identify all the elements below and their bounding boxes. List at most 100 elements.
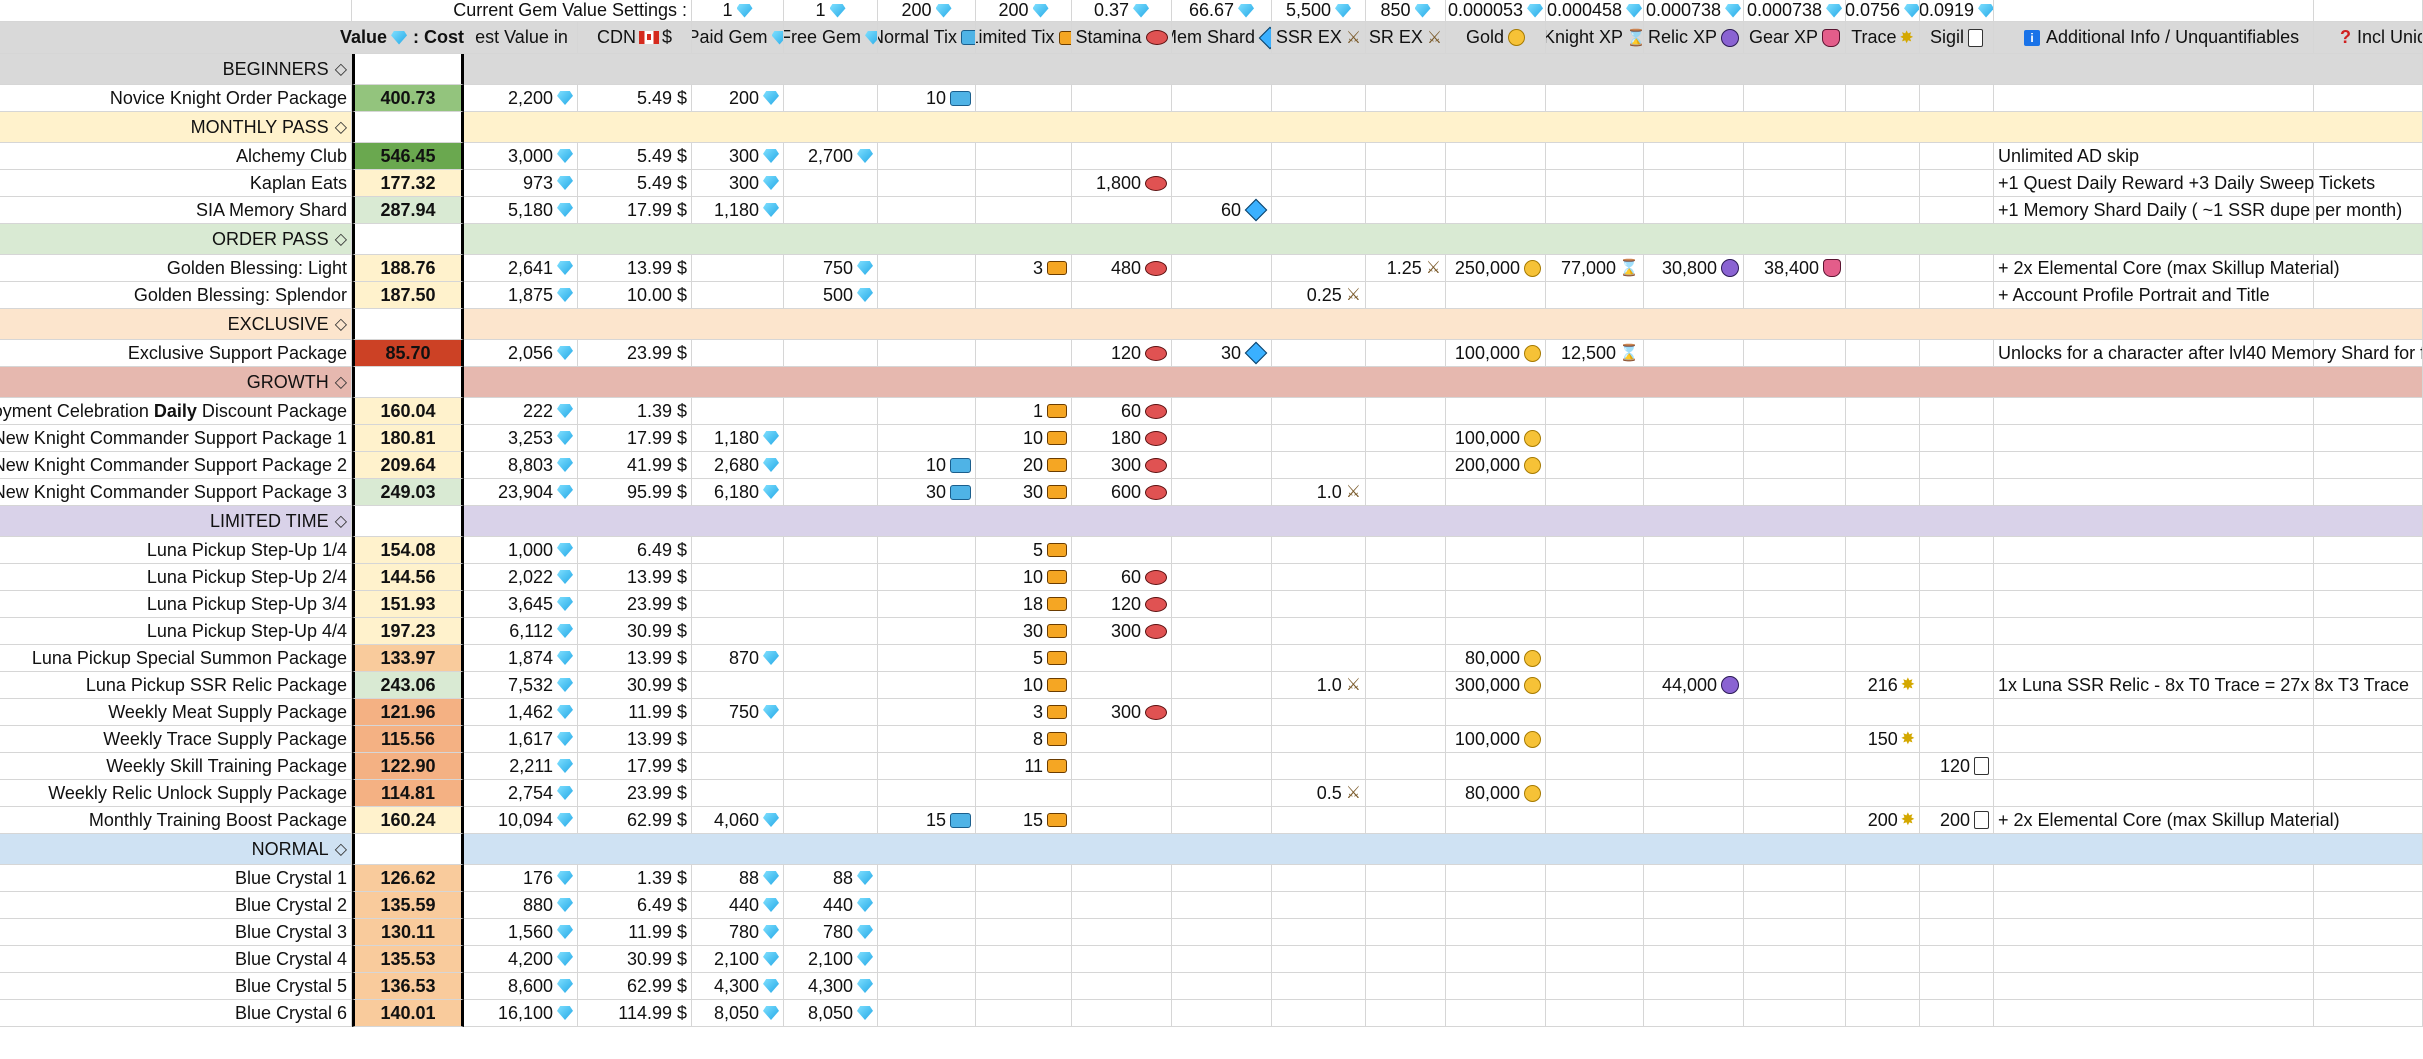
package-name-text: Weekly Meat Supply Package <box>108 701 347 722</box>
gem-value-setting[interactable]: 66.67 <box>1172 0 1272 22</box>
section-label[interactable]: NORMAL ◇ <box>0 834 352 865</box>
gem-value-setting[interactable]: 5,500 <box>1272 0 1366 22</box>
gem-value-setting[interactable]: 850 <box>1366 0 1446 22</box>
package-name[interactable]: Blue Crystal 1 <box>0 865 352 892</box>
trace-text: 216 <box>1867 674 1898 695</box>
gem-icon <box>857 1006 873 1020</box>
gem-value-setting[interactable]: 0.000458 <box>1546 0 1644 22</box>
package-name[interactable]: Luna Pickup Special Summon Package <box>0 645 352 672</box>
shard-cell <box>1172 452 1272 479</box>
paid-cell <box>692 780 784 807</box>
section-label[interactable]: ORDER PASS ◇ <box>0 224 352 255</box>
section-label[interactable]: GROWTH ◇ <box>0 367 352 398</box>
ntix-cell <box>878 753 976 780</box>
package-name[interactable]: Luna Pickup Step-Up 2/4 <box>0 564 352 591</box>
rxp-cell <box>1644 973 1744 1000</box>
stamina-cell <box>1072 973 1172 1000</box>
sigil-cell <box>1920 143 1994 170</box>
kxp-cell <box>1546 807 1644 834</box>
gem-value-setting[interactable]: 0.0756 <box>1846 0 1920 22</box>
package-name[interactable]: Novice Knight Order Package <box>0 85 352 112</box>
package-name[interactable]: Alchemy Club <box>0 143 352 170</box>
package-name[interactable]: Blue Crystal 6 <box>0 1000 352 1027</box>
free-cell: 2,100 <box>784 946 878 973</box>
gem-value-setting[interactable]: 0.0919 <box>1920 0 1994 22</box>
est-cell: 3,253 <box>464 425 578 452</box>
package-name[interactable]: Exclusive Support Package <box>0 340 352 367</box>
package-name[interactable]: Weekly Meat Supply Package <box>0 699 352 726</box>
gold-coin-icon <box>1524 429 1541 447</box>
gem-value-setting[interactable]: 200 <box>878 0 976 22</box>
value-ratio-cell: 133.97 <box>352 645 464 672</box>
package-name[interactable]: Weekly Trace Supply Package <box>0 726 352 753</box>
paid-text: 2,680 <box>713 454 759 475</box>
package-name[interactable]: New Knight Commander Support Package 3 <box>0 479 352 506</box>
package-name[interactable]: Deployment Celebration Daily Discount Pa… <box>0 398 352 425</box>
sigil-cell <box>1920 946 1994 973</box>
gem-value-setting[interactable]: 1 <box>784 0 878 22</box>
kxp-cell <box>1546 753 1644 780</box>
value-ratio-text: 130.11 <box>380 921 436 942</box>
value-ratio-cell: 140.01 <box>352 1000 464 1027</box>
hourglass-icon: ⌛ <box>1619 260 1639 277</box>
shard-cell <box>1172 170 1272 197</box>
package-name[interactable]: Luna Pickup Step-Up 1/4 <box>0 537 352 564</box>
gem-icon <box>557 624 573 638</box>
section-label[interactable]: MONTHLY PASS ◇ <box>0 112 352 143</box>
empty-cell <box>2314 0 2423 22</box>
gem-value-setting[interactable]: 0.000053 <box>1446 0 1546 22</box>
package-name[interactable]: Weekly Relic Unlock Supply Package <box>0 780 352 807</box>
package-name[interactable]: Monthly Training Boost Package <box>0 807 352 834</box>
package-name[interactable]: Luna Pickup Step-Up 3/4 <box>0 591 352 618</box>
package-name[interactable]: Golden Blessing: Light <box>0 255 352 282</box>
package-name[interactable]: Weekly Skill Training Package <box>0 753 352 780</box>
package-name[interactable]: Golden Blessing: Splendor <box>0 282 352 309</box>
gem-value-setting[interactable]: 0.000738 <box>1644 0 1744 22</box>
package-name[interactable]: Luna Pickup Step-Up 4/4 <box>0 618 352 645</box>
stamina-cell <box>1072 919 1172 946</box>
gem-icon <box>557 813 573 827</box>
package-name[interactable]: Kaplan Eats <box>0 170 352 197</box>
package-name[interactable]: SIA Memory Shard <box>0 197 352 224</box>
gem-value-setting[interactable]: 0.000738 <box>1744 0 1846 22</box>
sigil-cell <box>1920 452 1994 479</box>
package-name[interactable]: Blue Crystal 5 <box>0 973 352 1000</box>
package-name[interactable]: Blue Crystal 3 <box>0 919 352 946</box>
sr-cell <box>1366 170 1446 197</box>
sr-cell <box>1366 618 1446 645</box>
sigil-cell <box>1920 699 1994 726</box>
empty-cell <box>2314 1000 2423 1027</box>
rxp-cell <box>1644 452 1744 479</box>
package-name-text: Weekly Trace Supply Package <box>103 728 347 749</box>
package-name[interactable]: New Knight Commander Support Package 1 <box>0 425 352 452</box>
gem-value-setting[interactable]: 0.37 <box>1072 0 1172 22</box>
header-text: Sigil <box>1929 27 1964 47</box>
gxp-text: 38,400 <box>1763 257 1819 278</box>
sr-cell <box>1366 479 1446 506</box>
gold-text: 100,000 <box>1454 728 1520 749</box>
paid-cell <box>692 726 784 753</box>
gem-value-setting[interactable]: 1 <box>692 0 784 22</box>
cdn-text: 23.99 $ <box>626 342 687 363</box>
cdn-cell: 62.99 $ <box>578 807 692 834</box>
value-ratio-cell: 546.45 <box>352 143 464 170</box>
additional-info-cell <box>1994 425 2314 452</box>
package-name[interactable]: New Knight Commander Support Package 2 <box>0 452 352 479</box>
sigil-cell <box>1920 1000 1994 1027</box>
empty-cell <box>2314 143 2423 170</box>
section-label[interactable]: BEGINNERS ◇ <box>0 54 352 85</box>
ltix-cell: 3 <box>976 699 1072 726</box>
package-name[interactable]: Luna Pickup SSR Relic Package <box>0 672 352 699</box>
ntix-cell <box>878 564 976 591</box>
package-name[interactable]: Blue Crystal 4 <box>0 946 352 973</box>
gem-value-setting[interactable]: 200 <box>976 0 1072 22</box>
section-label[interactable]: EXCLUSIVE ◇ <box>0 309 352 340</box>
gxp-cell <box>1744 726 1846 753</box>
ntix-cell <box>878 780 976 807</box>
section-label[interactable]: LIMITED TIME ◇ <box>0 506 352 537</box>
est-text: 2,200 <box>507 87 553 108</box>
package-name[interactable]: Blue Crystal 2 <box>0 892 352 919</box>
empty-cell <box>2314 340 2423 367</box>
sr-cell <box>1366 537 1446 564</box>
free-cell: 750 <box>784 255 878 282</box>
